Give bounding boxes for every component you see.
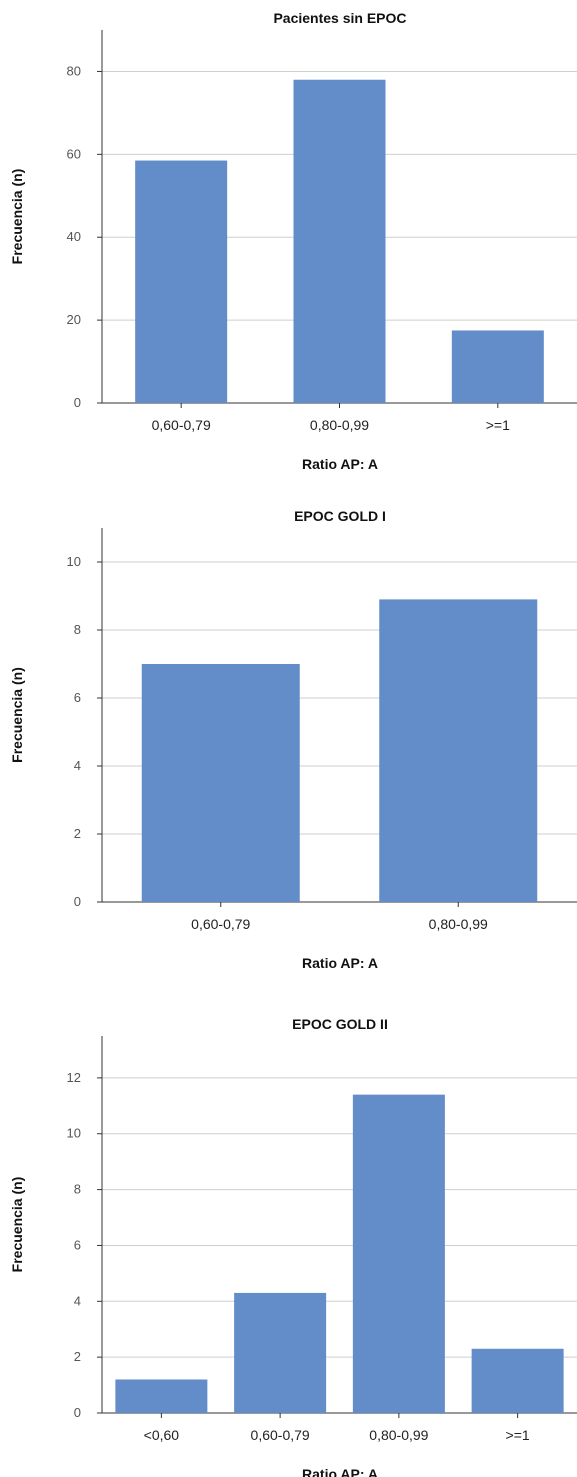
y-tick-label: 80 [67, 63, 81, 78]
bar [135, 160, 228, 403]
x-tick-label: 0,80-0,99 [310, 417, 369, 433]
x-tick-label: 0,60-0,79 [191, 916, 250, 932]
y-tick-label: 20 [67, 312, 81, 327]
y-tick-label: 0 [74, 1405, 81, 1420]
y-tick-label: 40 [67, 229, 81, 244]
x-tick-label: 0,80-0,99 [369, 1427, 428, 1443]
bar [141, 664, 300, 902]
y-tick-label: 6 [74, 690, 81, 705]
bar [293, 79, 386, 403]
x-axis-label: Ratio AP: A [302, 456, 378, 472]
bar [352, 1094, 445, 1413]
bar [234, 1292, 327, 1413]
y-tick-label: 0 [74, 395, 81, 410]
y-tick-label: 8 [74, 1182, 81, 1197]
chart-title: EPOC GOLD II [292, 1016, 388, 1032]
chart-title: EPOC GOLD I [294, 508, 386, 524]
y-axis-label: Frecuencia (n) [9, 1177, 25, 1273]
x-tick-label: 0,60-0,79 [152, 417, 211, 433]
y-tick-label: 4 [74, 758, 81, 773]
bar [471, 1348, 564, 1413]
y-tick-label: 6 [74, 1237, 81, 1252]
y-tick-label: 12 [67, 1070, 81, 1085]
x-tick-label: >=1 [506, 1427, 530, 1443]
y-tick-label: 8 [74, 622, 81, 637]
bar [451, 330, 544, 403]
bar [379, 599, 538, 902]
x-tick-label: <0,60 [144, 1427, 180, 1443]
bar-chart: 0 2 4 6 8 10 0,60-0,79 0,80-0,99 EPOC GOLD I Rati… [9, 508, 577, 971]
y-axis-label: Frecuencia (n) [9, 667, 25, 763]
bar-chart: 0 2 4 6 8 10 12 <0,60 0,60-0,79 0,80-0,99 >=1 EPOC … [9, 1016, 577, 1477]
x-tick-label: >=1 [486, 417, 510, 433]
y-axis-label: Frecuencia (n) [9, 169, 25, 265]
y-tick-label: 2 [74, 826, 81, 841]
y-tick-label: 60 [67, 146, 81, 161]
y-tick-label: 0 [74, 894, 81, 909]
y-tick-label: 2 [74, 1349, 81, 1364]
bar-chart: 0 20 40 60 80 0,60-0,79 0,80-0,99 >=1 Pacientes … [9, 10, 577, 472]
bar [115, 1379, 208, 1413]
y-tick-label: 10 [67, 554, 81, 569]
y-tick-label: 4 [74, 1293, 81, 1308]
x-axis-label: Ratio AP: A [302, 955, 378, 971]
x-tick-label: 0,80-0,99 [429, 916, 488, 932]
y-tick-label: 10 [67, 1126, 81, 1141]
x-tick-label: 0,60-0,79 [251, 1427, 310, 1443]
x-axis-label: Ratio AP: A [302, 1466, 378, 1477]
chart-title: Pacientes sin EPOC [273, 10, 406, 26]
